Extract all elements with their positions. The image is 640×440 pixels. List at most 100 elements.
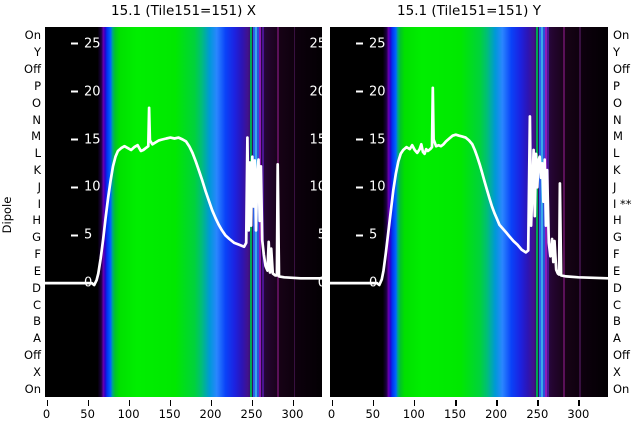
dipole-label-left: C xyxy=(32,297,41,312)
dipole-label-right: Off xyxy=(613,62,630,77)
x-tick-label: 250 xyxy=(526,407,549,421)
dipole-label-right: E xyxy=(613,263,621,278)
dipole-label-left: F xyxy=(34,247,41,262)
x-tick-mark xyxy=(455,400,457,406)
dipole-labels-right: On Y Off P O N M L K J I ** H G F E D C B A Off X On xyxy=(613,0,640,440)
panel-title-x: 15.1 (Tile151=151) X xyxy=(111,3,256,19)
colormap-stripe-line xyxy=(257,27,259,397)
x-tick-mark xyxy=(251,400,253,406)
dipole-label-left: Off xyxy=(24,62,41,77)
y-tick-label: 5 xyxy=(71,228,92,243)
spectrum-line xyxy=(330,86,608,287)
x-tick-mark xyxy=(537,400,539,406)
dipole-label-right: K xyxy=(613,162,621,177)
dipole-label-right: On xyxy=(613,28,630,43)
dipole-label-right: A xyxy=(613,331,621,346)
dipole-label-left: E xyxy=(33,263,41,278)
colormap-stripe-line xyxy=(538,27,541,397)
y-tick-mark xyxy=(71,42,78,45)
dipole-label-left: K xyxy=(33,162,41,177)
y-tick-label: 20 xyxy=(71,84,101,99)
y-tick-label: 25 xyxy=(71,36,101,51)
x-tick-label: 50 xyxy=(365,407,381,421)
dipole-label-right: D xyxy=(613,280,622,295)
y-tick-label: 25 xyxy=(356,36,386,51)
x-tick-label: 100 xyxy=(117,407,140,421)
y-tick-mark xyxy=(71,138,78,141)
dipole-label-right: On xyxy=(613,381,630,396)
x-tick-label: 0 xyxy=(327,407,336,421)
dipole-label-left: B xyxy=(33,314,41,329)
dipole-label-left: J xyxy=(37,179,41,194)
x-tick-label: 300 xyxy=(281,407,304,421)
x-tick-label: 200 xyxy=(199,407,222,421)
dipole-label-left: I xyxy=(37,196,41,211)
colormap-stripe-line xyxy=(563,27,565,397)
y-tick-label-right: 0 xyxy=(317,275,322,291)
dipole-label-left: G xyxy=(32,230,41,245)
y-tick-label: 20 xyxy=(356,84,386,99)
dipole-label-right: C xyxy=(613,297,622,312)
dipole-label-right: N xyxy=(613,112,622,127)
y-tick-label-right: 10 xyxy=(309,179,322,195)
dipole-label-left: L xyxy=(34,146,41,161)
x-tick-mark xyxy=(578,400,580,406)
dipole-label-right: M xyxy=(613,129,623,144)
x-tick-label: 200 xyxy=(485,407,508,421)
y-tick-mark xyxy=(71,90,78,93)
dipole-label-left: X xyxy=(33,364,41,379)
y-tick-value: 25 xyxy=(369,36,386,52)
y-tick-value: 5 xyxy=(84,227,93,243)
y-tick-value: 10 xyxy=(84,179,101,195)
colormap-heatmap xyxy=(45,27,322,397)
y-tick-value: 25 xyxy=(84,36,101,52)
dipole-label-right: H xyxy=(613,213,622,228)
x-tick-label: 50 xyxy=(80,407,95,421)
y-tick-value: 20 xyxy=(369,84,386,100)
x-tick-mark xyxy=(87,400,90,406)
dipole-label-left: O xyxy=(31,95,41,110)
dipole-label-right: P xyxy=(613,78,620,93)
dipole-label-left: Off xyxy=(24,347,41,362)
x-tick-label: 150 xyxy=(158,407,181,421)
y-tick-label: 5 xyxy=(356,228,377,243)
y-tick-mark xyxy=(356,90,363,93)
spectrum-line xyxy=(45,106,322,287)
x-tick-label: 300 xyxy=(567,407,590,421)
y-tick-label-right: 15 xyxy=(309,132,322,147)
x-tick-label: 150 xyxy=(444,407,466,421)
y-tick-mark xyxy=(356,138,363,141)
y-tick-mark xyxy=(356,186,363,189)
dipole-label-left: A xyxy=(33,331,41,346)
y-tick-mark xyxy=(71,186,78,189)
y-tick-value: 15 xyxy=(84,132,101,147)
colormap-stripe-line xyxy=(579,27,581,397)
dipole-label-right: J xyxy=(613,179,617,194)
dipole-label-right: G xyxy=(613,230,622,245)
y-tick-label: 10 xyxy=(71,180,101,195)
dipole-label-left: Y xyxy=(33,45,41,60)
dipole-label-right: B xyxy=(613,314,621,329)
dipole-label-left: D xyxy=(32,280,41,295)
x-tick-label: 250 xyxy=(240,407,263,421)
x-tick-mark xyxy=(413,400,416,406)
colormap-heatmap xyxy=(330,27,608,397)
dipole-labels-left: On Y Off P O N M L K J I H G F E D C B A Off X On xyxy=(6,0,41,440)
median-spectrum-curve xyxy=(45,106,322,287)
y-tick-label-right: 20 xyxy=(309,84,322,100)
dipole-label-left: On xyxy=(24,28,41,43)
y-tick-label: 10 xyxy=(356,180,386,195)
y-tick-value: 15 xyxy=(369,132,386,147)
x-tick-mark xyxy=(46,400,49,406)
dipole-label-right: I ** xyxy=(613,196,632,211)
x-tick-mark xyxy=(372,400,375,406)
dipole-label-right: L xyxy=(613,146,620,161)
dipole-label-left: On xyxy=(24,381,41,396)
dipole-label-right: O xyxy=(613,95,623,110)
dipole-label-left: M xyxy=(31,129,41,144)
y-tick-label-right: 5 xyxy=(317,227,322,243)
spectrogram-panel-y: 0 5 10 15 20 25 xyxy=(330,27,608,397)
dipole-label-right: Y xyxy=(613,45,621,60)
x-tick-mark xyxy=(210,400,212,406)
dipole-label-left: H xyxy=(32,213,41,228)
